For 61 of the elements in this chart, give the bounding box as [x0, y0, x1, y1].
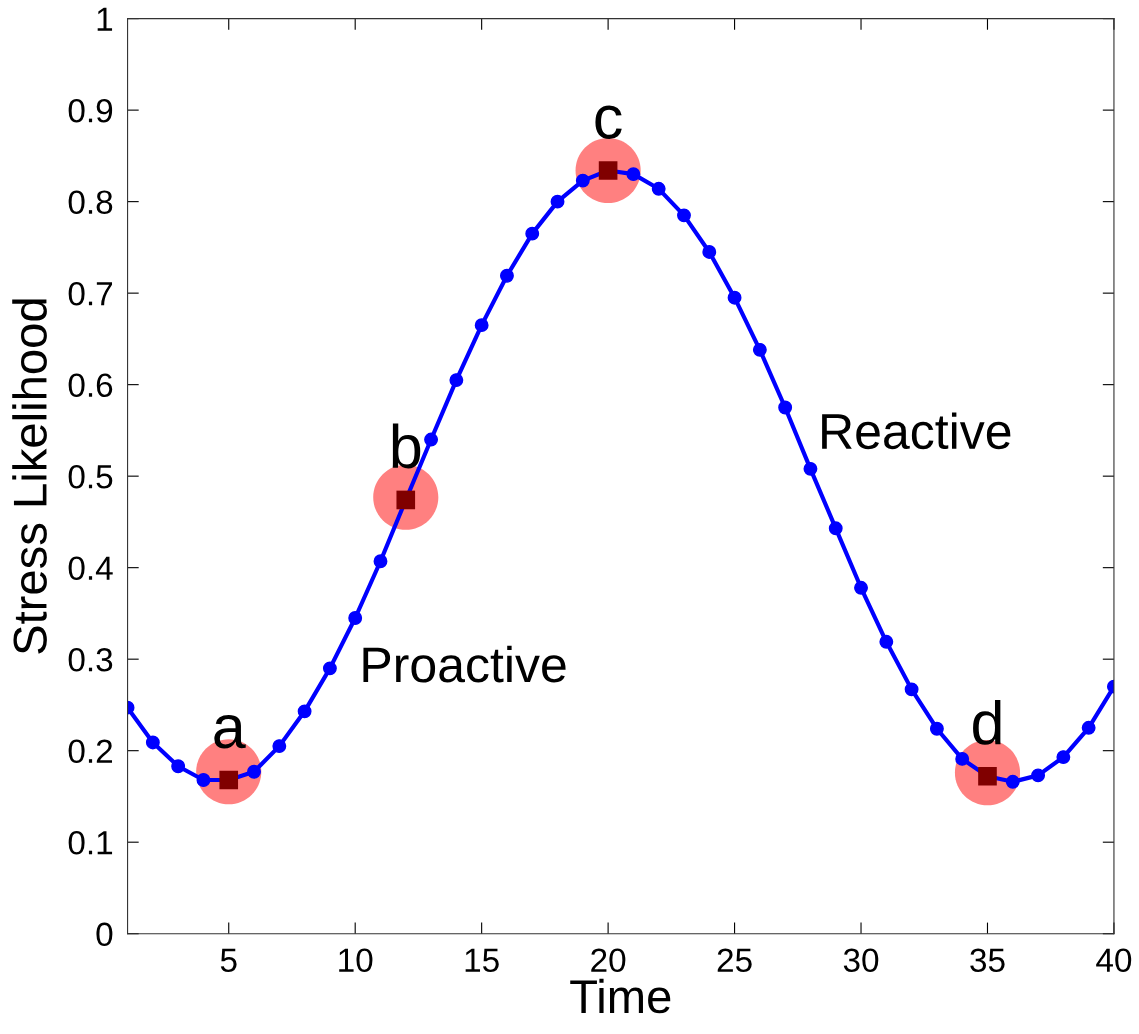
point [828, 521, 843, 536]
point [626, 167, 641, 182]
y-tick-label: 0.7 [68, 281, 113, 306]
annotation: a [214, 714, 246, 749]
annotation: b [392, 423, 421, 469]
point [752, 342, 767, 357]
point [474, 318, 489, 333]
point [702, 245, 717, 259]
annotation: Proactive [363, 645, 566, 683]
annotation: Reactive [822, 412, 1011, 450]
y-tick-label: 0.3 [68, 647, 113, 672]
point [171, 759, 186, 774]
point [550, 194, 565, 209]
point [373, 554, 388, 569]
point [904, 682, 919, 697]
point [879, 634, 894, 649]
y-tick-label: 0.2 [68, 739, 113, 764]
y-tick-label: 0 [96, 922, 113, 947]
annotation: d [973, 699, 1001, 745]
point [803, 461, 818, 476]
x-tick-label: 20 [591, 948, 626, 973]
point [1031, 768, 1046, 783]
point [727, 290, 742, 305]
x-axis-title: Time [570, 978, 671, 1014]
point [424, 432, 439, 447]
point [575, 173, 590, 188]
point [955, 751, 970, 766]
point [449, 373, 464, 388]
y-axis-title: Stress Likelihood [12, 299, 47, 654]
point [196, 773, 211, 787]
y-tick-label: 0.5 [68, 464, 113, 489]
x-tick-label: 15 [465, 948, 499, 973]
x-tick-label: 25 [717, 948, 752, 973]
y-tick-label: 0.6 [68, 373, 113, 398]
y-tick-label: 1 [97, 7, 113, 31]
y-tick-label: 0.8 [68, 190, 113, 215]
point [272, 739, 287, 754]
point [348, 611, 363, 625]
point [1005, 774, 1020, 789]
point [525, 226, 540, 241]
point [499, 268, 514, 283]
point [651, 181, 666, 196]
x-tick-label: 5 [220, 948, 237, 973]
annotation: c [595, 105, 622, 139]
y-tick-label: 0.4 [68, 556, 113, 581]
point [854, 580, 868, 595]
x-tick-label: 30 [843, 948, 879, 973]
point [929, 721, 944, 736]
point [145, 735, 160, 750]
point [1081, 720, 1096, 735]
y-tick-label: 0.1 [68, 831, 113, 855]
point [297, 704, 312, 719]
point [1056, 750, 1071, 765]
point [778, 400, 793, 415]
x-tick-label: 40 [1096, 948, 1132, 973]
point [322, 661, 337, 676]
x-tick-label: 10 [339, 948, 373, 973]
point [247, 764, 261, 779]
point [677, 208, 691, 223]
x-tick-label: 35 [970, 948, 1005, 973]
y-tick-label: 0.9 [68, 98, 113, 123]
